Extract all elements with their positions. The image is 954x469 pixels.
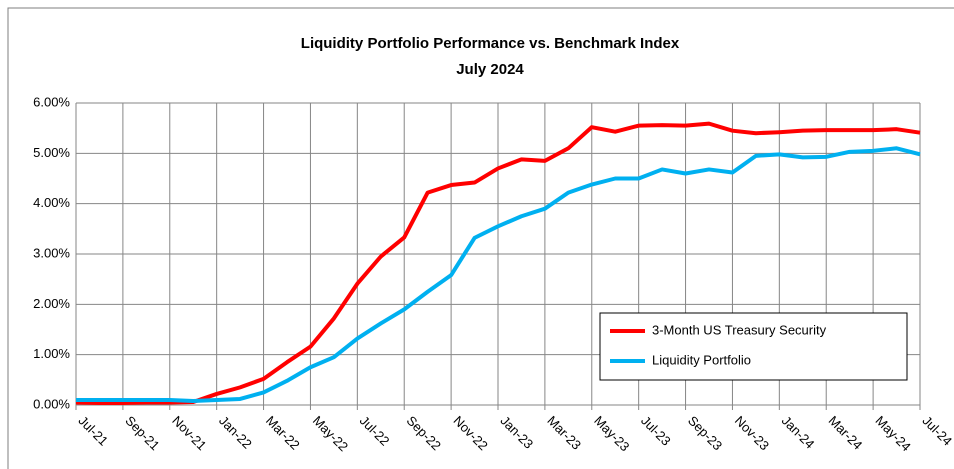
x-tick-label: Nov-21 (169, 413, 209, 453)
legend-label: 3-Month US Treasury Security (652, 322, 827, 337)
series-line (75, 121, 921, 405)
chart-subtitle: July 2024 (456, 61, 524, 78)
x-tick-label: Mar-24 (826, 413, 866, 453)
x-tick-label: Jan-22 (216, 413, 255, 452)
y-tick-label: 1.00% (33, 346, 70, 361)
x-tick-label: Jul-21 (75, 413, 111, 449)
y-tick-label: 4.00% (33, 195, 70, 210)
y-tick-label: 3.00% (33, 245, 70, 260)
x-tick-label: Jan-24 (779, 413, 818, 452)
x-tick-label: May-22 (310, 413, 351, 454)
x-tick-label: Sep-23 (685, 413, 725, 453)
legend-label: Liquidity Portfolio (652, 352, 751, 367)
x-tick-label: Sep-22 (404, 413, 444, 453)
legend-box (599, 312, 908, 381)
y-tick-label: 5.00% (33, 145, 70, 160)
chart-border (7, 7, 954, 469)
series-line (76, 146, 921, 403)
x-tick-label: Jul-24 (919, 413, 954, 449)
x-tick-label: Jul-23 (638, 413, 674, 449)
x-tick-label: Sep-21 (122, 413, 162, 453)
x-tick-label: May-24 (873, 413, 914, 454)
y-tick-label: 2.00% (33, 296, 70, 311)
x-tick-label: Nov-23 (732, 413, 772, 453)
x-tick-label: Jan-23 (497, 413, 536, 452)
chart-title: Liquidity Portfolio Performance vs. Benc… (301, 35, 680, 52)
y-tick-label: 0.00% (33, 396, 70, 411)
x-tick-label: Mar-22 (263, 413, 303, 453)
x-tick-label: Jul-22 (357, 413, 393, 449)
x-tick-label: Nov-22 (451, 413, 491, 453)
x-tick-label: May-23 (591, 413, 632, 454)
y-tick-label: 6.00% (33, 94, 70, 109)
x-tick-label: Mar-23 (544, 413, 584, 453)
